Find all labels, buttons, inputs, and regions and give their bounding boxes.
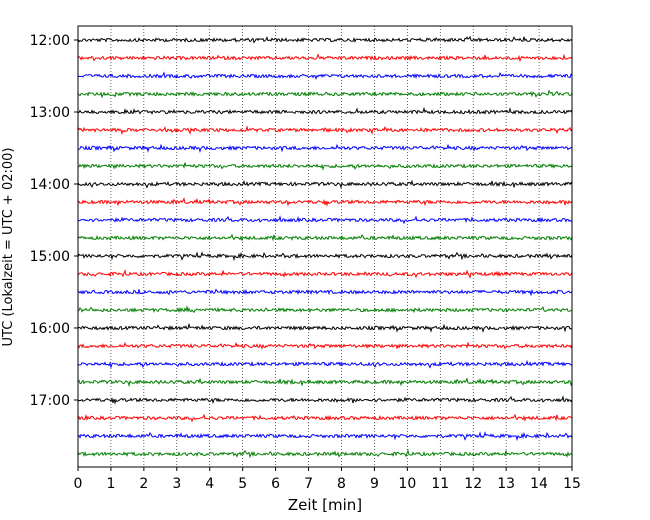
x-tick-label: 10 xyxy=(398,476,416,492)
seismic-trace xyxy=(77,341,573,350)
x-tick-label: 0 xyxy=(74,476,83,492)
x-tick-label: 6 xyxy=(271,476,280,492)
x-tick-label: 14 xyxy=(530,476,548,492)
seismic-trace xyxy=(77,413,573,423)
x-tick-label: 3 xyxy=(172,476,181,492)
seismic-trace xyxy=(77,322,573,333)
x-axis-ticks: 0 1 2 3 4 5 6 7 8 9 10 11 12 13 14 15 xyxy=(74,467,581,492)
seismic-trace xyxy=(77,106,573,115)
x-tick-label: 11 xyxy=(431,476,449,492)
seismic-trace xyxy=(77,89,573,99)
seismic-trace xyxy=(77,359,573,369)
seismic-trace xyxy=(77,179,573,190)
seismic-trace xyxy=(77,449,573,459)
seismic-traces xyxy=(77,35,573,459)
seismic-trace xyxy=(77,395,573,405)
y-tick-label: 14:00 xyxy=(30,177,70,193)
x-tick-label: 1 xyxy=(106,476,115,492)
seismic-trace xyxy=(77,431,573,442)
x-tick-label: 12 xyxy=(464,476,482,492)
seismic-trace xyxy=(77,162,573,171)
x-tick-label: 7 xyxy=(304,476,313,492)
y-tick-label: 13:00 xyxy=(30,105,70,121)
seismic-trace xyxy=(77,233,573,242)
seismic-trace xyxy=(77,269,573,279)
seismic-trace xyxy=(77,305,573,314)
seismic-trace xyxy=(77,143,573,153)
y-tick-label: 12:00 xyxy=(30,33,70,49)
seismic-trace xyxy=(77,288,573,297)
x-tick-label: 8 xyxy=(337,476,346,492)
seismic-trace xyxy=(77,53,573,63)
y-tick-label: 16:00 xyxy=(30,321,70,337)
plot-frame xyxy=(77,25,573,468)
x-tick-label: 2 xyxy=(139,476,148,492)
x-axis-label: Zeit [min] xyxy=(288,496,362,514)
x-tick-label: 9 xyxy=(370,476,379,492)
seismic-trace xyxy=(77,197,573,207)
seismic-trace xyxy=(77,71,573,80)
x-tick-label: 13 xyxy=(497,476,515,492)
seismic-trace xyxy=(77,377,573,388)
seismic-trace xyxy=(77,251,573,262)
x-tick-label: 5 xyxy=(238,476,247,492)
y-axis-ticks: 12:00 13:00 14:00 15:00 16:00 17:00 xyxy=(30,33,78,409)
x-tick-label: 4 xyxy=(205,476,214,492)
seismic-trace xyxy=(77,215,573,225)
seismic-trace xyxy=(77,125,573,135)
y-tick-label: 17:00 xyxy=(30,393,70,409)
y-axis-label: UTC (Lokalzeit = UTC + 02:00) xyxy=(1,148,16,347)
x-tick-label: 15 xyxy=(563,476,581,492)
seismic-trace xyxy=(77,35,573,44)
y-tick-label: 15:00 xyxy=(30,249,70,265)
